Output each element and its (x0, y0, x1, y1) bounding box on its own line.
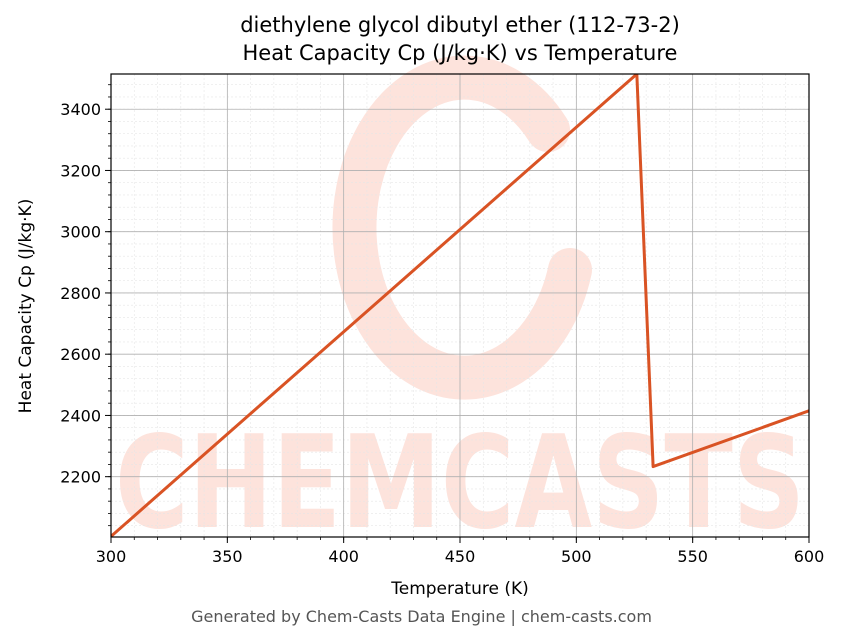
y-tick-label: 2200 (60, 468, 101, 487)
axis-ticks: 300 350 400 450 500 550 600 2200 2400 2600 2800 300… (60, 84, 825, 566)
y-tick-label: 2800 (60, 284, 101, 303)
chart-title-line-2: Heat Capacity Cp (J/kg·K) vs Temperature (243, 41, 678, 65)
y-tick-label: 2600 (60, 345, 101, 364)
x-tick-label: 500 (561, 547, 592, 566)
y-axis-label: Heat Capacity Cp (J/kg·K) (16, 199, 36, 414)
y-tick-label: 3200 (60, 161, 101, 180)
series-layer (111, 74, 809, 537)
x-tick-label: 350 (212, 547, 243, 566)
watermark-ring (332, 55, 592, 400)
x-tick-label: 300 (96, 547, 127, 566)
footer-credit: Generated by Chem-Casts Data Engine | ch… (191, 607, 652, 626)
series-line-0 (111, 74, 809, 537)
x-tick-label: 450 (445, 547, 476, 566)
y-tick-label: 3000 (60, 223, 101, 242)
x-tick-label: 400 (328, 547, 359, 566)
y-tick-label: 3400 (60, 100, 101, 119)
y-tick-label: 2400 (60, 406, 101, 425)
x-tick-label: 550 (677, 547, 708, 566)
x-tick-label: 600 (794, 547, 825, 566)
chart-title-line-1: diethylene glycol dibutyl ether (112-73-… (240, 13, 680, 37)
x-axis-label: Temperature (K) (390, 579, 529, 599)
